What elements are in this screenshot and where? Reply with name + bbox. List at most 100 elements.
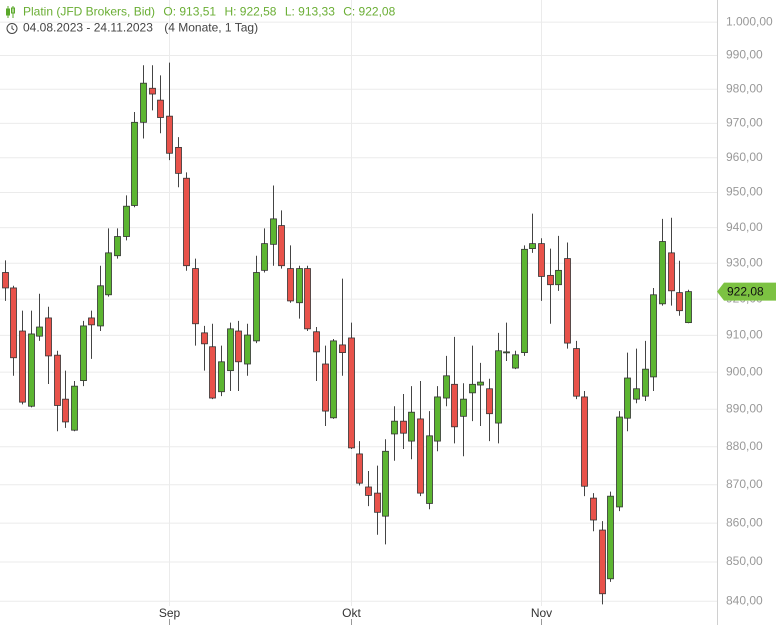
candle-body <box>80 325 87 382</box>
candle-body <box>28 333 35 407</box>
candle-body <box>97 285 104 327</box>
candle-body <box>244 334 251 365</box>
ohlc-high: H: 922,58 <box>224 5 276 19</box>
candle-body <box>555 269 562 286</box>
candle-body <box>434 396 441 442</box>
candle-body <box>19 330 26 403</box>
candle-body <box>192 268 199 325</box>
candle-body <box>581 396 588 487</box>
candle-body <box>417 418 424 494</box>
candle-body <box>330 340 337 419</box>
candle-body <box>495 350 502 424</box>
y-tick-label: 870,00 <box>726 477 763 491</box>
candle-body <box>175 146 182 174</box>
y-tick-label: 1.000,00 <box>726 14 773 28</box>
candle-body <box>287 268 294 302</box>
candle-body <box>538 243 545 277</box>
candle-body <box>408 411 415 442</box>
clock-icon <box>6 23 18 34</box>
candle-body <box>71 385 78 431</box>
y-tick-label: 960,00 <box>726 150 763 164</box>
candle-body <box>62 398 69 423</box>
last-price-badge <box>717 282 776 301</box>
candle-body <box>616 416 623 508</box>
candle-body <box>45 317 52 357</box>
x-tick-label: Okt <box>342 606 361 620</box>
candle-body <box>590 497 597 521</box>
candle-body <box>36 326 43 337</box>
candle-body <box>356 453 363 484</box>
y-tick-label: 910,00 <box>726 328 763 342</box>
candle-body <box>183 177 190 267</box>
candle-body <box>451 383 458 428</box>
candle-body <box>486 388 493 415</box>
candles-layer <box>2 62 692 605</box>
candle-body <box>460 398 467 417</box>
candle-body <box>348 337 355 449</box>
candle-body <box>599 529 606 595</box>
candle-body <box>382 450 389 517</box>
candle-body <box>339 344 346 354</box>
candle-body <box>659 241 666 305</box>
header: Platin (JFD Brokers, Bid) O: 913,51 H: 9… <box>3 5 396 35</box>
y-tick-label: 900,00 <box>726 364 763 378</box>
y-tick-label: 930,00 <box>726 255 763 269</box>
candle-body <box>2 272 9 289</box>
candle-body <box>270 218 277 245</box>
ohlc-close: C: 922,08 <box>343 5 395 19</box>
candle-body <box>140 82 147 123</box>
candle-body <box>564 258 571 344</box>
candle-body <box>54 354 61 406</box>
candle-body <box>503 351 510 354</box>
header-title-line: Platin (JFD Brokers, Bid) O: 913,51 H: 9… <box>23 5 396 19</box>
candle-body <box>235 330 242 363</box>
x-tick-label: Nov <box>531 606 552 620</box>
candle-body <box>10 287 17 359</box>
candle-body <box>149 87 156 95</box>
candle-body <box>218 361 225 393</box>
candle-body <box>469 383 476 394</box>
candle-body <box>676 292 683 312</box>
candle-body <box>166 115 173 154</box>
y-tick-label: 840,00 <box>726 593 763 607</box>
candle-body <box>400 420 407 434</box>
candle-body <box>607 495 614 580</box>
y-tick-label: 880,00 <box>726 439 763 453</box>
candle-body <box>227 328 234 372</box>
instrument-name: Platin (JFD Brokers, Bid) <box>23 5 155 19</box>
date-range: 04.08.2023 - 24.11.2023 <box>23 21 153 35</box>
ohlc-low: L: 913,33 <box>285 5 335 19</box>
candle-body <box>547 274 554 286</box>
candle-body <box>668 252 675 292</box>
candle-body <box>313 331 320 353</box>
y-tick-label: 890,00 <box>726 401 763 415</box>
candle-body <box>209 346 216 399</box>
instrument-icon <box>6 6 15 18</box>
x-tick-label: Sep <box>159 606 181 620</box>
y-tick-label: 980,00 <box>726 81 763 95</box>
candle-body <box>322 363 329 412</box>
candle-body <box>521 248 528 354</box>
candle-body <box>512 354 519 369</box>
y-tick-label: 950,00 <box>726 185 763 199</box>
candle-body <box>642 368 649 397</box>
last-price-label: 922,08 <box>727 284 764 298</box>
candle-body <box>131 121 138 206</box>
candle-body <box>261 243 268 271</box>
y-tick-label: 940,00 <box>726 220 763 234</box>
candle-body <box>114 236 121 257</box>
header-range-line: 04.08.2023 - 24.11.2023 (4 Monate, 1 Tag… <box>23 21 258 35</box>
candle-body <box>157 99 164 118</box>
candle-body <box>477 381 484 386</box>
candle-body <box>365 486 372 496</box>
candle-body <box>201 332 208 345</box>
candle-body <box>443 375 450 399</box>
y-tick-label: 990,00 <box>726 48 763 62</box>
candle-body <box>391 420 398 435</box>
candle-body <box>624 377 631 419</box>
candle-body <box>529 243 536 249</box>
candle-body <box>123 205 130 237</box>
candle-body <box>88 317 95 326</box>
